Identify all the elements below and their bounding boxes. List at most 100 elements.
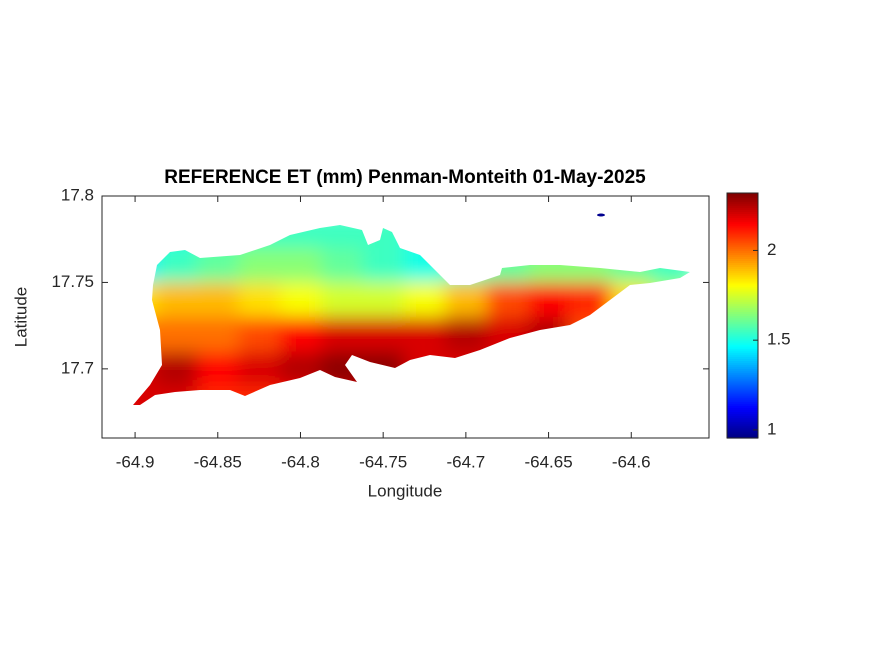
colorbar-segment — [727, 413, 758, 417]
et-cell — [569, 386, 612, 405]
colorbar-segment — [727, 274, 758, 278]
colorbar-segment — [727, 209, 758, 212]
et-cell — [197, 282, 240, 318]
colorbar-segment — [727, 321, 758, 325]
colorbar-segment — [727, 411, 758, 415]
et-cell — [133, 282, 157, 318]
y-tick-label: 17.8 — [61, 185, 94, 204]
colorbar-segment — [727, 325, 758, 329]
et-cell — [403, 351, 447, 388]
colorbar-segment — [727, 311, 758, 315]
colorbar-segment — [727, 315, 758, 319]
et-cell — [610, 317, 653, 353]
et-cell — [155, 351, 199, 388]
colorbar-segment — [727, 401, 758, 404]
et-cell — [651, 225, 690, 249]
colorbar-segment — [727, 342, 758, 345]
colorbar-segment — [727, 252, 758, 255]
et-cell — [197, 225, 240, 249]
x-tick-label: -64.8 — [281, 452, 320, 471]
islet — [597, 213, 605, 217]
colorbar-segment — [727, 246, 758, 249]
colorbar-segment — [727, 258, 758, 261]
colorbar-segment — [727, 425, 758, 429]
colorbar-segment — [727, 301, 758, 304]
et-cell — [610, 282, 653, 318]
y-axis-label: Latitude — [11, 287, 30, 348]
et-field — [133, 225, 690, 405]
colorbar-segment — [727, 346, 758, 349]
et-cell — [362, 386, 405, 405]
colorbar-segment — [727, 284, 758, 288]
x-tick-label: -64.85 — [194, 452, 242, 471]
colorbar-segment — [727, 272, 758, 276]
colorbar-segment — [727, 405, 758, 408]
colorbar-segment — [727, 374, 758, 378]
et-cell — [362, 247, 405, 284]
colorbar-segment — [727, 288, 758, 292]
colorbar-segment — [727, 193, 758, 196]
et-cell — [403, 282, 447, 318]
et-cell — [651, 282, 690, 318]
et-cell — [610, 225, 653, 249]
colorbar-segment — [727, 356, 758, 359]
colorbar-segment — [727, 419, 758, 423]
colorbar-tick-label: 2 — [767, 240, 776, 259]
et-cell — [155, 225, 199, 249]
et-cell — [569, 247, 612, 284]
colorbar-segment — [727, 384, 758, 388]
et-cell — [238, 247, 281, 284]
colorbar-segment — [727, 195, 758, 198]
colorbar-segment — [727, 256, 758, 259]
colorbar-segment — [727, 203, 758, 206]
chart-title: REFERENCE ET (mm) Penman-Monteith 01-May… — [164, 167, 646, 188]
colorbar-segment — [727, 327, 758, 331]
et-cell — [445, 225, 488, 249]
colorbar-segment — [727, 219, 758, 223]
colorbar-segment — [727, 223, 758, 227]
colorbar-segment — [727, 350, 758, 353]
et-cell — [445, 282, 488, 318]
colorbar-segment — [727, 297, 758, 300]
colorbar-segment — [727, 399, 758, 402]
colorbar-segment — [727, 366, 758, 370]
colorbar-segment — [727, 264, 758, 268]
et-cell — [527, 225, 571, 249]
colorbar-segment — [727, 372, 758, 376]
colorbar-segment — [727, 276, 758, 280]
et-cell — [197, 247, 240, 284]
colorbar-segment — [727, 407, 758, 411]
et-cell — [238, 282, 281, 318]
x-tick-label: -64.65 — [524, 452, 572, 471]
et-cell — [610, 386, 653, 405]
et-cell — [403, 247, 447, 284]
et-cell — [527, 317, 571, 353]
et-cell — [238, 386, 281, 405]
et-cell — [238, 351, 281, 388]
colorbar-segment — [727, 227, 758, 231]
et-cell — [403, 386, 447, 405]
colorbar-segment — [727, 266, 758, 270]
colorbar-segment — [727, 435, 758, 439]
colorbar-segment — [727, 362, 758, 366]
et-cell — [445, 351, 488, 388]
colorbar-tick-label: 1.5 — [767, 330, 791, 349]
colorbar-segment — [727, 340, 758, 343]
et-cell — [279, 225, 323, 249]
et-cell — [279, 386, 323, 405]
et-cell — [486, 351, 529, 388]
et-cell — [133, 317, 157, 353]
et-cell — [569, 351, 612, 388]
colorbar-segment — [727, 254, 758, 257]
y-tick-label: 17.75 — [51, 272, 94, 291]
colorbar-segment — [727, 242, 758, 245]
et-cell — [445, 386, 488, 405]
colorbar-segment — [727, 397, 758, 400]
et-cell — [362, 317, 405, 353]
colorbar-segment — [727, 333, 758, 337]
y-tick-label: 17.7 — [61, 358, 94, 377]
et-cells — [133, 225, 690, 405]
colorbar-segment — [727, 213, 758, 217]
colorbar-segment — [727, 382, 758, 386]
